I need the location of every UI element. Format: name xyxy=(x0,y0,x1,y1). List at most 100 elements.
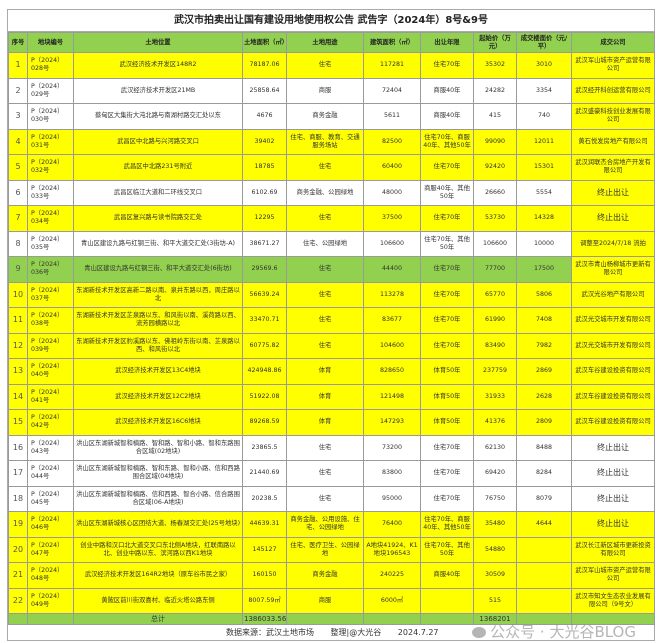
editor-credit: 整理|@大光谷 xyxy=(330,628,382,637)
cell-seq: 11 xyxy=(8,307,28,334)
total-area: 1386033.56 xyxy=(242,613,287,625)
cell-code: P（2024）031号 xyxy=(27,128,74,155)
cell-use: 住宅 xyxy=(286,52,364,79)
table-row: 14 P（2024）041号 武汉经济技术开发区12C2地块 51922.08 体育 12… xyxy=(8,383,655,410)
cell-area: 29569.6 xyxy=(242,256,287,283)
cell-use: 住宅 xyxy=(286,281,364,308)
cell-use: 住宅 xyxy=(286,307,364,334)
col-header-term: 出让年限 xyxy=(420,32,474,53)
cell-seq: 22 xyxy=(8,587,28,614)
cell-floor-price: 3354 xyxy=(516,77,572,104)
table-row: 16 P（2024）043号 洪山区东湖新城智和楠路、智和路、智和小路、智和东路围合… xyxy=(8,434,655,461)
table-row: 9 P（2024）036号 青山区建设九路与红钢三街、和平大道交汇处(6街坊) 295… xyxy=(8,256,655,283)
cell-area: 4676 xyxy=(242,103,287,130)
col-header-start-price: 起始价（万元） xyxy=(473,32,517,53)
cell-start-price: 31933 xyxy=(473,383,517,410)
cell-build-area: 104600 xyxy=(363,332,421,359)
cell-area: 23865.5 xyxy=(242,434,287,461)
cell-start-price: 99090 xyxy=(473,128,517,155)
watermark-text: 公众号 · 大光谷BLOG xyxy=(490,623,636,641)
cell-build-area: 76400 xyxy=(363,511,421,538)
cell-term: 体育50年 xyxy=(420,409,474,436)
cell-build-area: 48000 xyxy=(363,179,421,206)
cell-floor-price: 12011 xyxy=(516,128,572,155)
header-row: 序号 地块编号 土地位置 土地面积（㎡） 土地用途 建筑面积（㎡） 出让年限 起… xyxy=(8,32,655,53)
cell-start-price: 54880 xyxy=(473,536,517,563)
cell-use: 商务金融 xyxy=(286,103,364,130)
cell-code: P（2024）029号 xyxy=(27,77,74,104)
cell-build-area: 73200 xyxy=(363,434,421,461)
cell-start-price: 26660 xyxy=(473,179,517,206)
cell-build-area: 95000 xyxy=(363,485,421,512)
cell-seq: 1 xyxy=(8,52,28,79)
cell-start-price: 24282 xyxy=(473,77,517,104)
cell-area: 8007.59㎡ xyxy=(242,587,287,614)
cell-term: 住宅70年、商服40年、其他50年 xyxy=(420,511,474,538)
table-row: 13 P（2024）040号 武汉经济技术开发区13C4地块 424948.86 体育 8… xyxy=(8,358,655,385)
cell-code: P（2024）046号 xyxy=(27,511,74,538)
cell-build-area: 44400 xyxy=(363,256,421,283)
table-row: 8 P（2024）035号 青山区建设九路与红钢三街、和平大道交汇处(3街坊-A) 3… xyxy=(8,230,655,257)
total-label: 总计 xyxy=(73,613,243,625)
cell-area: 25858.64 xyxy=(242,77,287,104)
cell-term: 住宅70年、商服40年、其他50年 xyxy=(420,128,474,155)
cell-seq: 12 xyxy=(8,332,28,359)
cell-location: 洪山区东湖新城智和楠路、智和东路、智和小路、信和西路围合区域(04地块) xyxy=(73,460,243,487)
cell-start-price: 415 xyxy=(473,103,517,130)
cell-use: 住宅、医疗卫生、公园绿地 xyxy=(286,536,364,563)
cell-company: 终止出让 xyxy=(571,205,655,232)
cell-seq: 4 xyxy=(8,128,28,155)
cell-floor-price: 17500 xyxy=(516,256,572,283)
cell-build-area: 113278 xyxy=(363,281,421,308)
cell-floor-price: 10000 xyxy=(516,230,572,257)
cell-floor-price: 15301 xyxy=(516,154,572,181)
cell-start-price: 35302 xyxy=(473,52,517,79)
cell-use: 住宅 xyxy=(286,332,364,359)
cell-build-area: 121498 xyxy=(363,383,421,410)
table-row: 2 P（2024）029号 武汉经济技术开发区21MB 25858.64 商服 72404… xyxy=(8,77,655,104)
cell-floor-price: 2809 xyxy=(516,409,572,436)
cell-seq: 21 xyxy=(8,562,28,589)
cell-code: P（2024）045号 xyxy=(27,485,74,512)
col-header-code: 地块编号 xyxy=(27,32,74,53)
cell-use: 体育 xyxy=(286,409,364,436)
cell-company: 调整至2024/7/18 流拍 xyxy=(571,230,655,257)
cell-term: 住宅70年、其他50年 xyxy=(420,536,474,563)
total-row: 总计 1386033.56 1368201 xyxy=(8,613,655,625)
cell-code: P（2024）047号 xyxy=(27,536,74,563)
cell-location: 武昌区临江大道和二环线交叉口 xyxy=(73,179,243,206)
cell-term: 住宅70年 xyxy=(420,256,474,283)
cell-seq: 14 xyxy=(8,383,28,410)
table-body: 1 P（2024）028号 武汉经济技术开发区148R2 78187.06 住宅 1172… xyxy=(8,52,655,614)
cell-floor-price: 8079 xyxy=(516,485,572,512)
cell-use: 体育 xyxy=(286,383,364,410)
cell-start-price: 61990 xyxy=(473,307,517,334)
cell-area: 39402 xyxy=(242,128,287,155)
cell-use: 商务金融、公用设施、住宅、公园绿地 xyxy=(286,511,364,538)
cell-company: 武汉长江新区城市更新投资有限公司 xyxy=(571,536,655,563)
cell-location: 武汉经济技术开发区13C4地块 xyxy=(73,358,243,385)
cell-code: P（2024）042号 xyxy=(27,409,74,436)
date: 2024.7.27 xyxy=(397,628,439,637)
cell-start-price: 77700 xyxy=(473,256,517,283)
land-auction-sheet: 武汉市拍卖出让国有建设用地使用权公告 武告字（2024年）8号&9号 序号 地块… xyxy=(7,9,655,641)
cell-company: 武汉车谷建设投资有限公司 xyxy=(571,383,655,410)
cell-company: 武汉经开科创运营有限公司 xyxy=(571,77,655,104)
cell-location: 黄陂区前川街双喜村、临近火塔公路东侧 xyxy=(73,587,243,614)
cell-start-price: 515 xyxy=(473,587,517,614)
cell-area: 78187.06 xyxy=(242,52,287,79)
cell-area: 145127 xyxy=(242,536,287,563)
cell-area: 6102.69 xyxy=(242,179,287,206)
cell-seq: 7 xyxy=(8,205,28,232)
cell-location: 武昌区中北路231号附近 xyxy=(73,154,243,181)
cell-build-area: 147293 xyxy=(363,409,421,436)
cell-seq: 17 xyxy=(8,460,28,487)
cell-start-price: 69420 xyxy=(473,460,517,487)
cell-floor-price: 7408 xyxy=(516,307,572,334)
col-header-company: 成交公司 xyxy=(571,32,655,53)
table-row: 18 P（2024）045号 洪山区东湖新城智和楠路、信和西路、智合小路、信合路围合… xyxy=(8,485,655,512)
cell-build-area: 72404 xyxy=(363,77,421,104)
table-row: 11 P（2024）038号 东湖新技术开发区芷泉路以东、和风街以南、溪荷路以西、流… xyxy=(8,307,655,334)
cell-build-area: 60400 xyxy=(363,154,421,181)
cell-company: 终止出让 xyxy=(571,460,655,487)
